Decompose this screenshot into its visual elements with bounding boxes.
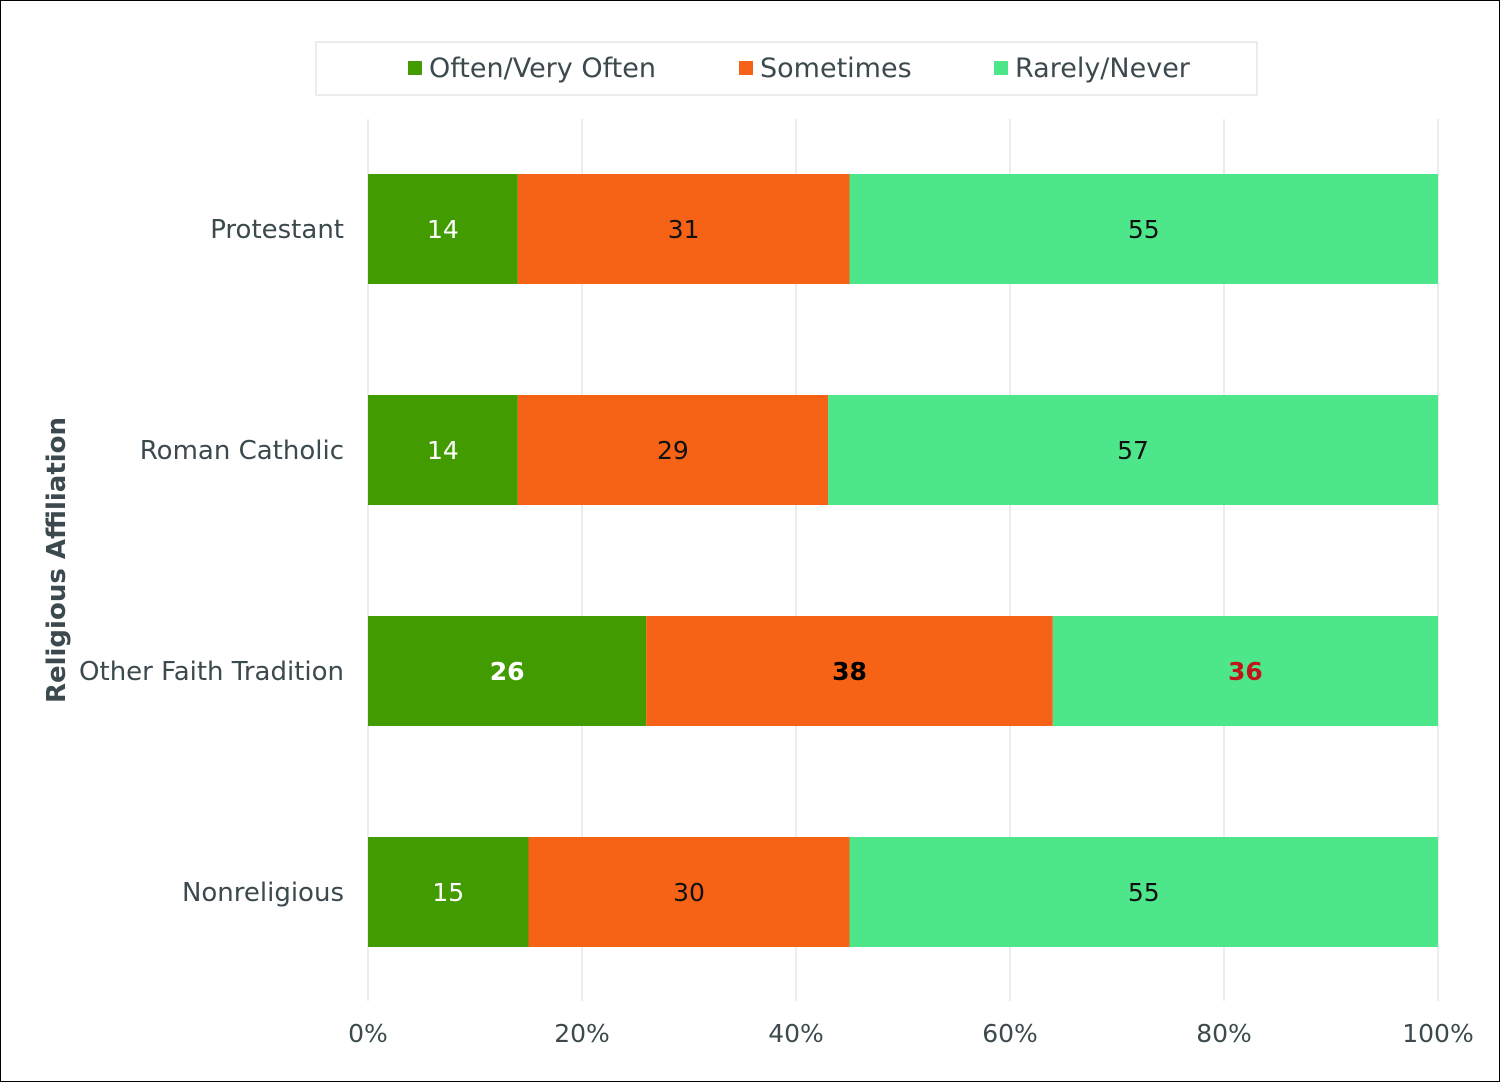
bar-segment [849, 837, 1438, 947]
data-label: 29 [657, 436, 689, 465]
bar-segment [646, 616, 1053, 726]
legend-label: Often/Very Often [429, 53, 656, 84]
bar-segment [828, 395, 1438, 505]
legend-label: Rarely/Never [1015, 53, 1191, 84]
bar-segment [368, 174, 518, 284]
data-label: 38 [832, 657, 867, 686]
data-label: 55 [1128, 215, 1160, 244]
data-label: 57 [1117, 436, 1149, 465]
x-tick-label: 0% [348, 1019, 388, 1048]
bar-segment [368, 837, 529, 947]
x-tick-label: 40% [768, 1019, 824, 1048]
data-label: 14 [427, 436, 459, 465]
category-label: Nonreligious [182, 878, 344, 908]
bar-segment [368, 395, 518, 505]
x-tick-label: 20% [554, 1019, 610, 1048]
data-label: 55 [1128, 878, 1160, 907]
bar-segment [528, 837, 850, 947]
bar-segment [517, 174, 850, 284]
data-label: 31 [668, 215, 700, 244]
data-label: 14 [427, 215, 459, 244]
bar-segment [368, 616, 647, 726]
legend-label: Sometimes [760, 53, 912, 84]
bar-segment [517, 395, 829, 505]
x-tick-label: 100% [1402, 1019, 1473, 1048]
category-label: Roman Catholic [140, 436, 344, 466]
data-label: 26 [490, 657, 525, 686]
legend-box [315, 41, 1258, 96]
data-label: 30 [673, 878, 705, 907]
legend-swatch [994, 61, 1008, 75]
bar-segment [849, 174, 1438, 284]
category-label: Protestant [210, 215, 344, 245]
legend-swatch [408, 61, 422, 75]
category-label: Other Faith Tradition [79, 657, 344, 687]
x-tick-label: 60% [982, 1019, 1038, 1048]
data-label: 36 [1228, 657, 1263, 686]
legend-swatch [739, 61, 753, 75]
bar-segment [1052, 616, 1438, 726]
x-tick-label: 80% [1196, 1019, 1252, 1048]
data-label: 15 [432, 878, 464, 907]
y-axis-title: Religious Affiliation [42, 417, 72, 703]
